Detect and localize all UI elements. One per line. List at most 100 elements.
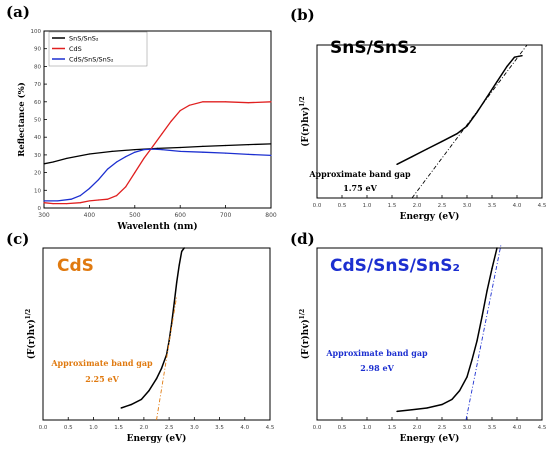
series-point bbox=[43, 200, 45, 202]
series-point bbox=[179, 110, 181, 112]
series-point bbox=[111, 150, 113, 152]
data-point bbox=[396, 163, 398, 166]
chart-title: SnS/SnS₂ bbox=[330, 38, 417, 58]
data-point bbox=[451, 398, 453, 401]
x-tick-label: 0.0 bbox=[39, 425, 48, 431]
series-point bbox=[88, 187, 90, 190]
series-point bbox=[247, 144, 249, 146]
y-tick-label: 90 bbox=[34, 47, 41, 53]
data-point bbox=[458, 390, 461, 392]
x-tick-label: 3.0 bbox=[190, 425, 199, 431]
series-point bbox=[66, 157, 68, 160]
series-line-3 bbox=[44, 148, 272, 202]
x-tick-label: 2.0 bbox=[140, 425, 149, 431]
y-tick-label: 10 bbox=[34, 188, 41, 194]
legend-label-2: CdS bbox=[69, 45, 82, 53]
y-axis-label: (F(r)hv)1/2 bbox=[299, 96, 311, 146]
panel-label: (a) bbox=[6, 3, 30, 21]
data-point bbox=[168, 340, 170, 342]
panel-label: (d) bbox=[290, 230, 315, 248]
data-point bbox=[396, 410, 398, 413]
series-point bbox=[179, 150, 181, 152]
band-gap-annotation-1: Approximate band gap bbox=[308, 169, 411, 179]
series-point bbox=[125, 156, 127, 158]
data-point bbox=[481, 316, 483, 318]
x-tick-label: 0.5 bbox=[338, 203, 347, 209]
band-gap-annotation-2: 2.25 eV bbox=[85, 374, 119, 384]
data-point bbox=[178, 264, 180, 266]
series-point bbox=[134, 172, 136, 174]
series-point bbox=[106, 198, 109, 200]
x-tick-label: 1.0 bbox=[363, 203, 372, 209]
x-tick-label: 3.5 bbox=[215, 425, 224, 431]
series-point bbox=[143, 157, 145, 160]
series-point bbox=[143, 148, 145, 151]
series-point bbox=[70, 198, 72, 200]
plot-frame bbox=[316, 247, 543, 421]
data-point bbox=[466, 376, 468, 378]
data-point bbox=[441, 140, 443, 143]
data-point bbox=[491, 267, 493, 270]
x-tick-label: 1.0 bbox=[89, 425, 98, 431]
data-point bbox=[486, 96, 488, 98]
x-tick-label: 0.0 bbox=[313, 203, 322, 209]
y-axis-label-superscript: 1/2 bbox=[25, 309, 32, 320]
x-axis-label: Energy (eV) bbox=[400, 211, 460, 222]
series-point bbox=[156, 147, 159, 149]
data-point bbox=[486, 290, 488, 292]
data-point bbox=[160, 367, 163, 370]
series-point bbox=[106, 168, 109, 170]
y-tick-label: 30 bbox=[34, 153, 41, 159]
x-tick-label: 4.5 bbox=[266, 425, 275, 431]
data-curve bbox=[120, 247, 185, 409]
tangent-line bbox=[411, 44, 528, 199]
x-tick-label: 600 bbox=[174, 212, 186, 219]
x-tick-label: 800 bbox=[265, 212, 277, 219]
data-point bbox=[506, 65, 508, 68]
panel-label: (c) bbox=[6, 230, 29, 248]
x-tick-label: 1.0 bbox=[363, 425, 372, 431]
band-gap-annotation-1: Approximate band gap bbox=[325, 348, 428, 358]
series-point bbox=[202, 151, 204, 153]
data-point bbox=[496, 247, 498, 249]
series-point bbox=[43, 202, 45, 204]
data-point bbox=[411, 408, 413, 411]
x-tick-label: 1.5 bbox=[388, 425, 397, 431]
chart-panel-2: (b) 0.0 0.5 1.0 1.5 2.0 2.5 3.0 3.5 4.0 4.5 Energy … bbox=[290, 6, 547, 222]
data-point bbox=[130, 403, 132, 406]
series-point bbox=[52, 202, 54, 205]
band-gap-annotation-2: 1.75 eV bbox=[343, 183, 377, 193]
data-point bbox=[426, 407, 428, 409]
y-tick-label: 70 bbox=[34, 82, 41, 88]
tangent-line bbox=[156, 296, 178, 421]
x-tick-label: 4.0 bbox=[513, 425, 522, 431]
y-axis-label: (F(r)hv)1/2 bbox=[299, 309, 311, 359]
data-point bbox=[120, 407, 122, 409]
data-point bbox=[155, 378, 158, 380]
chart-panel-4: (d) 0.0 0.5 1.0 1.5 2.0 2.5 3.0 3.5 4.0 4.5 Energy … bbox=[290, 230, 547, 444]
series-point bbox=[270, 154, 272, 157]
y-axis-label-main: (F(r)hv) bbox=[26, 319, 37, 359]
x-tick-label: 2.5 bbox=[165, 425, 174, 431]
x-tick-label: 2.0 bbox=[413, 203, 422, 209]
x-tick-label: 3.5 bbox=[488, 425, 497, 431]
series-point bbox=[134, 148, 136, 151]
x-tick-label: 400 bbox=[84, 212, 96, 219]
series-point bbox=[66, 202, 68, 205]
series-point bbox=[116, 161, 118, 163]
series-point bbox=[247, 153, 249, 155]
legend-label-1: SnS/SnS₂ bbox=[69, 35, 99, 43]
data-point bbox=[426, 148, 428, 150]
x-tick-label: 500 bbox=[129, 212, 141, 219]
x-axis-label: Wavelenth (nm) bbox=[116, 221, 197, 232]
y-tick-label: 50 bbox=[34, 118, 41, 124]
series-point bbox=[247, 102, 249, 104]
series-point bbox=[43, 163, 45, 165]
series-point bbox=[188, 104, 190, 106]
y-axis-label-main: (F(r)hv) bbox=[300, 107, 311, 147]
chart-panel-3: (c) 0.0 0.5 1.0 1.5 2.0 2.5 3.0 3.5 4.0 4.5 Energy … bbox=[6, 230, 275, 444]
band-gap-annotation-2: 2.98 eV bbox=[360, 363, 394, 373]
chart-panel-1: (a) 300 400 500 600 700 800 Wavelenth (nm) 0 10 20… bbox=[6, 3, 277, 232]
data-point bbox=[513, 56, 516, 58]
x-axis-label: Energy (eV) bbox=[127, 433, 187, 444]
